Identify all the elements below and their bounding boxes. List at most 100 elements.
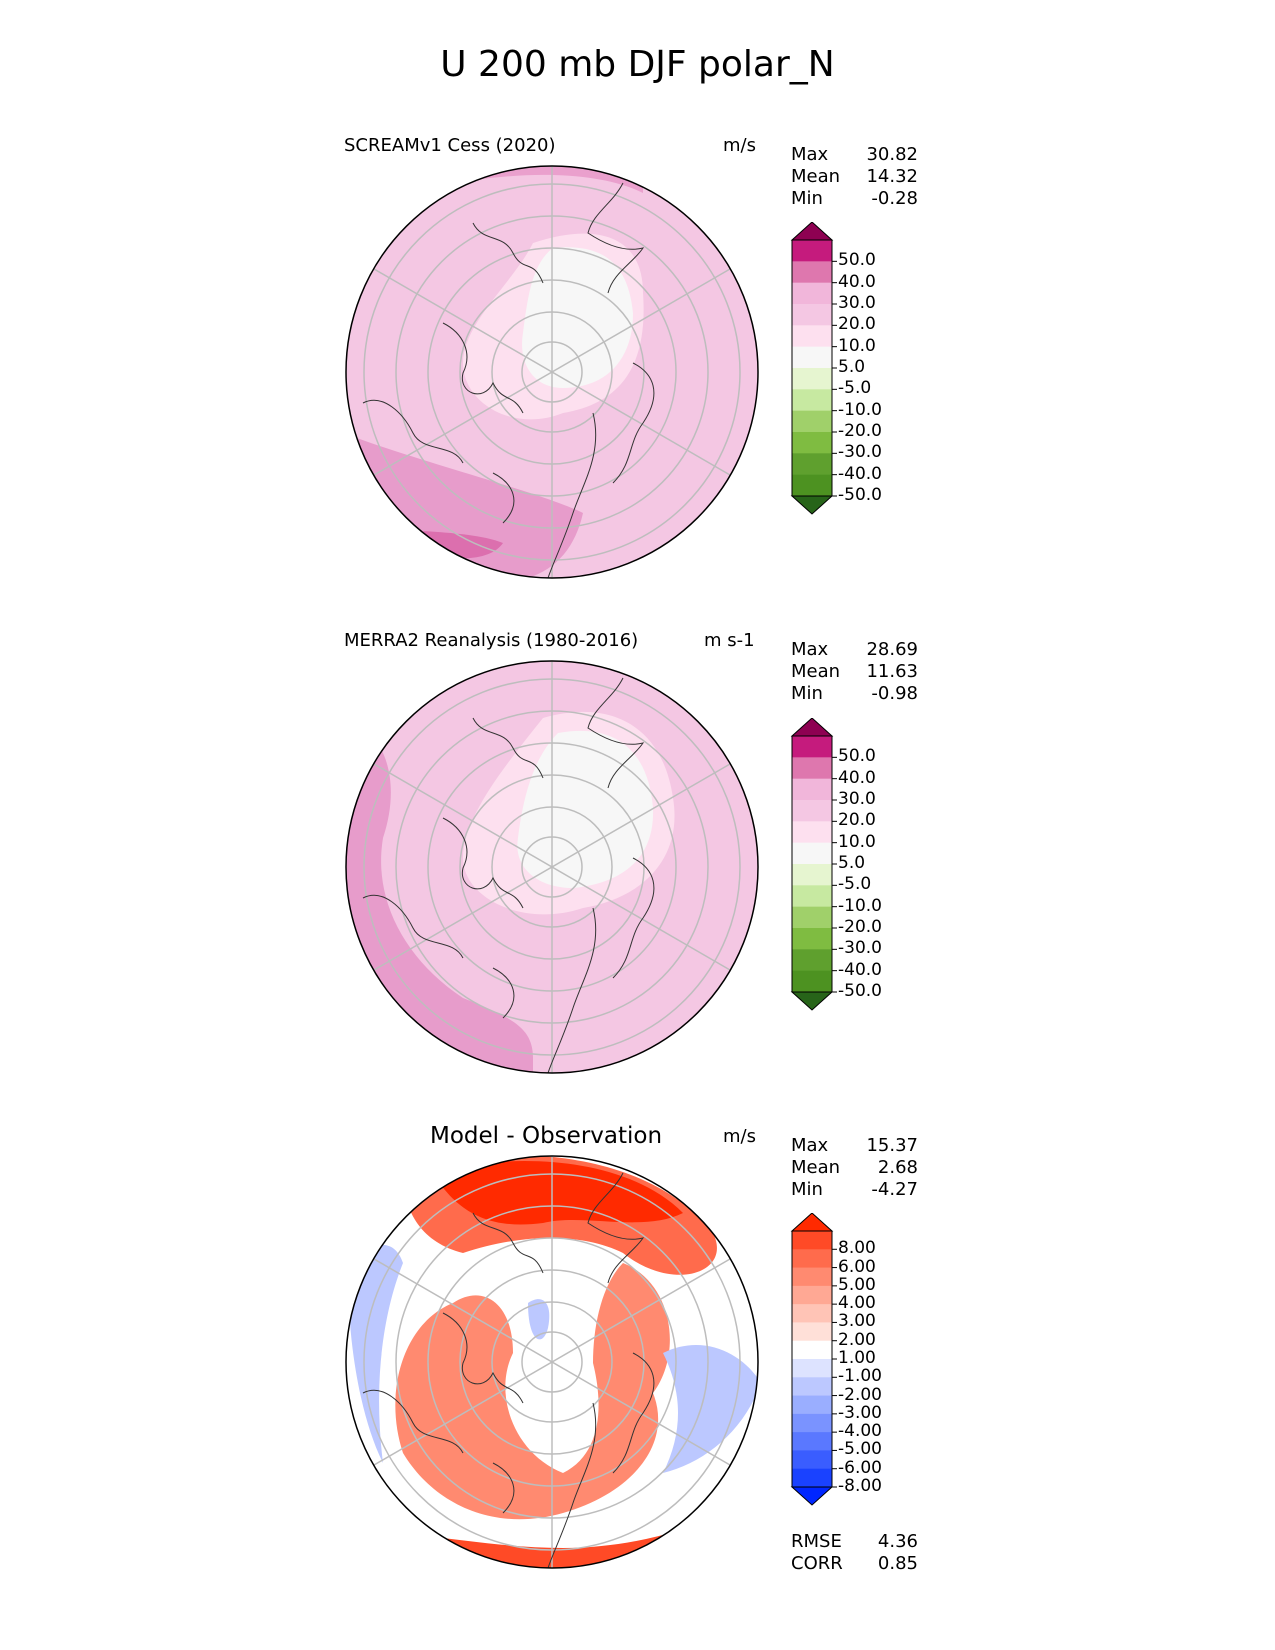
colorbar-segment [792, 261, 832, 284]
panel-3-colorbar [790, 1213, 837, 1506]
colorbar-segment [792, 1450, 832, 1470]
colorbar-tick-label: 1.00 [838, 1348, 876, 1368]
stat-value: -4.27 [871, 1179, 918, 1200]
coastlines [362, 1172, 655, 1569]
colorbar-tick-label: -10.0 [838, 895, 882, 916]
stat-label: Mean [791, 1157, 841, 1178]
stat-label: Max [791, 639, 829, 660]
colorbar-tick-label: -3.00 [838, 1402, 882, 1423]
colorbar-segment [792, 474, 832, 497]
colorbar-extend-min [790, 1486, 834, 1506]
stat-value: 14.32 [866, 166, 918, 187]
colorbar-tick-label: 20.0 [838, 810, 876, 831]
colorbar-tick-label: 3.00 [838, 1311, 876, 1332]
colorbar-segment [792, 282, 832, 305]
colorbar-segments [790, 718, 837, 1011]
stat-value: 11.63 [866, 661, 918, 682]
colorbar-segment [792, 906, 832, 929]
stat-value: 2.68 [877, 1157, 918, 1178]
map-boundary [345, 660, 759, 1074]
colorbar-segment [792, 736, 832, 758]
colorbar-extend-min [790, 495, 834, 515]
colorbar-tick-label: 5.0 [838, 357, 866, 377]
colorbar-extend-min [790, 991, 834, 1011]
colorbar-segment [792, 1304, 832, 1323]
colorbar-extend-max [790, 222, 834, 241]
colorbar-segment [792, 1285, 832, 1305]
colorbar-segment [792, 885, 832, 908]
colorbar-tick-label: -5.00 [838, 1439, 882, 1460]
colorbar-tick-label: -20.0 [838, 917, 882, 937]
panel-1-title: SCREAMv1 Cess (2020) [344, 135, 556, 156]
colorbar-tick-label: -6.00 [838, 1457, 882, 1478]
colorbar-tick-label: -20.0 [838, 421, 882, 441]
panel-1-map [345, 165, 759, 579]
stat-label: Max [791, 144, 829, 165]
graticule [363, 1156, 741, 1568]
colorbar-tick-label: -5.0 [838, 874, 872, 895]
colorbar-segments [790, 1213, 837, 1506]
colorbar-tick-label: -50.0 [838, 485, 882, 505]
colorbar-tick-label: 50.0 [838, 746, 876, 767]
negative-west [348, 1244, 403, 1463]
colorbar-segment [792, 1267, 832, 1287]
graticule [363, 661, 741, 1073]
colorbar-tick-label: 30.0 [838, 789, 876, 809]
colorbar-segment [792, 778, 832, 801]
colorbar-tick-label: -10.0 [838, 399, 882, 420]
colorbar-segment [792, 432, 832, 454]
colorbar-tick-label: 40.0 [838, 767, 876, 788]
coastlines [362, 182, 655, 579]
colorbar-tick-label: 4.00 [838, 1293, 876, 1314]
stat-label: RMSE [791, 1531, 842, 1552]
colorbar-tick-label: 40.0 [838, 271, 876, 292]
panel-3-stats: Max 15.37 Mean 2.68 Min -4.27 [791, 1135, 918, 1201]
jet-band-west [346, 718, 533, 1073]
stat-label: CORR [791, 1553, 843, 1574]
colorbar-segment [792, 821, 832, 844]
colorbar-segments [790, 222, 837, 515]
colorbar-segment [792, 304, 832, 326]
colorbar-tick-label: 30.0 [838, 293, 876, 313]
colorbar-extend-max [790, 718, 834, 737]
colorbar-segment [792, 410, 832, 433]
colorbar-segment [792, 928, 832, 950]
colorbar-tick-label: 5.0 [838, 853, 866, 873]
stat-value: 30.82 [866, 144, 918, 165]
colorbar-extend-max [790, 1213, 834, 1232]
panel-2-colorbar [790, 718, 837, 1011]
colorbar-segment [792, 1340, 832, 1360]
colorbar-tick-label: -4.00 [838, 1421, 882, 1442]
colorbar-tick-label: 50.0 [838, 250, 876, 271]
colorbar-tick-label: 8.00 [838, 1238, 876, 1259]
stat-label: Max [791, 1135, 829, 1156]
colorbar-segment [792, 1249, 832, 1269]
colorbar-segment [792, 346, 832, 369]
colorbar-segment [792, 389, 832, 412]
colorbar-tick-label: 10.0 [838, 831, 876, 852]
colorbar-tick-label: -30.0 [838, 938, 882, 959]
panel-2-units: m s-1 [704, 630, 755, 651]
panel-2-title: MERRA2 Reanalysis (1980-2016) [344, 630, 639, 651]
stat-value: -0.98 [871, 683, 918, 704]
stat-value: 15.37 [866, 1135, 918, 1156]
stat-label: Min [791, 188, 823, 209]
map-boundary [345, 165, 759, 579]
colorbar-segment [792, 949, 832, 972]
colorbar-segment [792, 325, 832, 348]
colorbar-tick-label: -50.0 [838, 981, 882, 1001]
colorbar-segment [792, 368, 832, 390]
stat-value: -0.28 [871, 188, 918, 209]
colorbar-segment [792, 1468, 832, 1488]
stat-label: Min [791, 1179, 823, 1200]
colorbar-segment [792, 1377, 832, 1397]
colorbar-segment [792, 800, 832, 822]
colorbar-tick-label: -5.0 [838, 378, 872, 399]
figure-title: U 200 mb DJF polar_N [440, 44, 835, 85]
colorbar-segment [792, 864, 832, 886]
panel-3-title: Model - Observation [430, 1123, 663, 1149]
stat-label: Mean [791, 661, 841, 682]
graticule [363, 166, 741, 578]
colorbar-segment [792, 1395, 832, 1415]
panel-1-units: m/s [723, 135, 756, 156]
